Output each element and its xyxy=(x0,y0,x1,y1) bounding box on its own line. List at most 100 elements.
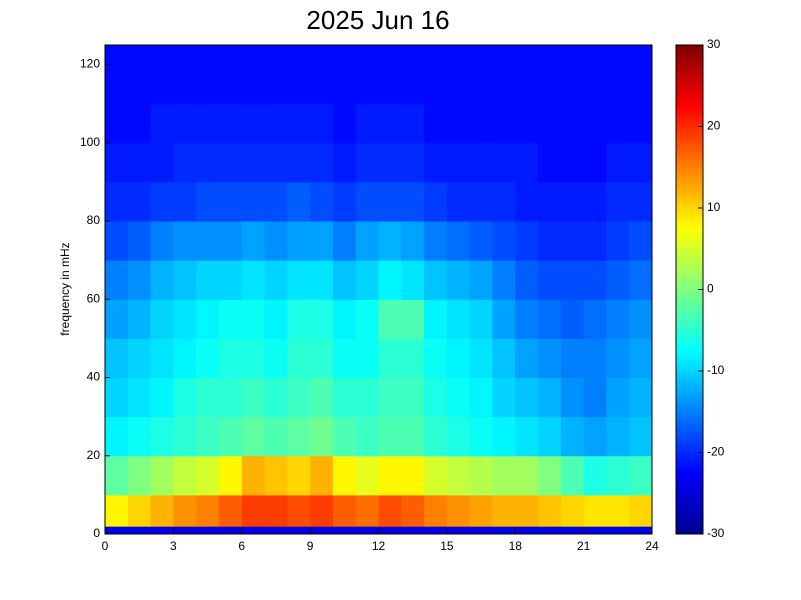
heatmap-cell xyxy=(401,142,425,183)
heatmap-cell xyxy=(127,221,152,261)
heatmap-cell xyxy=(173,494,197,527)
heatmap-cell xyxy=(173,377,197,418)
heatmap-cell xyxy=(241,142,266,183)
heatmap-cell xyxy=(446,377,471,418)
heatmap-cell xyxy=(469,299,493,339)
heatmap-cell xyxy=(515,299,539,339)
heatmap-cell xyxy=(241,181,266,222)
heatmap-cell xyxy=(424,455,448,496)
heatmap-cell xyxy=(446,45,471,105)
heatmap-cell xyxy=(196,260,220,300)
heatmap-cell xyxy=(469,338,493,379)
heatmap-cell xyxy=(264,142,288,183)
heatmap-cell xyxy=(287,526,311,535)
heatmap-cell xyxy=(560,299,585,339)
heatmap-cell xyxy=(515,338,539,379)
heatmap-cell xyxy=(606,416,630,457)
heatmap-cell xyxy=(446,181,471,222)
heatmap-cell xyxy=(560,494,585,527)
heatmap-cell xyxy=(310,221,334,261)
heatmap-cell xyxy=(355,260,379,300)
heatmap-cell xyxy=(606,260,630,300)
heatmap-cell xyxy=(150,416,174,457)
heatmap-cell xyxy=(492,526,516,535)
heatmap-cell xyxy=(492,142,516,183)
heatmap-cell xyxy=(606,103,630,144)
heatmap-cell xyxy=(332,377,357,418)
heatmap-cell xyxy=(241,494,266,527)
heatmap-cell xyxy=(332,45,357,105)
heatmap-cell xyxy=(378,142,402,183)
heatmap-cell xyxy=(173,299,197,339)
heatmap-cell xyxy=(492,181,516,222)
heatmap-cell xyxy=(583,416,607,457)
heatmap-cell xyxy=(173,455,197,496)
heatmap-cell xyxy=(332,416,357,457)
heatmap-cell xyxy=(446,221,471,261)
heatmap-cell xyxy=(492,416,516,457)
heatmap-cell xyxy=(310,260,334,300)
heatmap-cell xyxy=(105,455,129,496)
heatmap-cell xyxy=(287,221,311,261)
heatmap-cell xyxy=(332,455,357,496)
heatmap-cell xyxy=(310,299,334,339)
heatmap-cell xyxy=(310,526,334,535)
heatmap-cell xyxy=(378,45,402,105)
heatmap-cell xyxy=(310,494,334,527)
heatmap-cell xyxy=(150,526,174,535)
x-tick-label: 15 xyxy=(440,539,454,553)
heatmap-cell xyxy=(218,181,243,222)
heatmap-cell xyxy=(332,526,357,535)
heatmap-cell xyxy=(583,526,607,535)
heatmap-cell xyxy=(401,299,425,339)
heatmap-cell xyxy=(424,494,448,527)
heatmap-cell xyxy=(401,526,425,535)
colorbar-tick-label: -30 xyxy=(707,526,725,540)
heatmap-cell xyxy=(173,103,197,144)
heatmap-cell xyxy=(629,260,653,300)
heatmap-cell xyxy=(538,142,562,183)
heatmap xyxy=(105,45,653,535)
heatmap-cell xyxy=(538,221,562,261)
heatmap-cell xyxy=(560,45,585,105)
heatmap-cell xyxy=(401,494,425,527)
heatmap-cell xyxy=(469,494,493,527)
heatmap-cell xyxy=(173,142,197,183)
heatmap-cell xyxy=(355,142,379,183)
heatmap-cell xyxy=(378,377,402,418)
heatmap-cell xyxy=(492,45,516,105)
heatmap-cell xyxy=(105,260,129,300)
heatmap-cell xyxy=(310,416,334,457)
heatmap-cell xyxy=(105,103,129,144)
heatmap-cell xyxy=(150,494,174,527)
heatmap-cell xyxy=(264,455,288,496)
heatmap-cell xyxy=(264,181,288,222)
heatmap-cell xyxy=(538,494,562,527)
x-tick-label: 3 xyxy=(170,539,177,553)
heatmap-cell xyxy=(105,221,129,261)
colorbar-tick-label: 20 xyxy=(707,119,721,133)
heatmap-cell xyxy=(310,142,334,183)
heatmap-cell xyxy=(538,103,562,144)
heatmap-cell xyxy=(378,526,402,535)
heatmap-cell xyxy=(355,45,379,105)
heatmap-cell xyxy=(606,299,630,339)
heatmap-cell xyxy=(287,181,311,222)
heatmap-cell xyxy=(446,260,471,300)
heatmap-cell xyxy=(264,416,288,457)
heatmap-cell xyxy=(127,377,152,418)
heatmap-cell xyxy=(469,416,493,457)
heatmap-cell xyxy=(424,526,448,535)
heatmap-cell xyxy=(606,338,630,379)
heatmap-cell xyxy=(287,299,311,339)
heatmap-cell xyxy=(560,221,585,261)
heatmap-cell xyxy=(355,455,379,496)
y-axis-label: frequency in mHz xyxy=(58,242,72,335)
heatmap-cell xyxy=(446,103,471,144)
y-tick-label: 20 xyxy=(87,448,101,462)
heatmap-cell xyxy=(424,45,448,105)
heatmap-cell xyxy=(287,338,311,379)
heatmap-cell xyxy=(538,45,562,105)
heatmap-cell xyxy=(538,526,562,535)
heatmap-cell xyxy=(538,338,562,379)
